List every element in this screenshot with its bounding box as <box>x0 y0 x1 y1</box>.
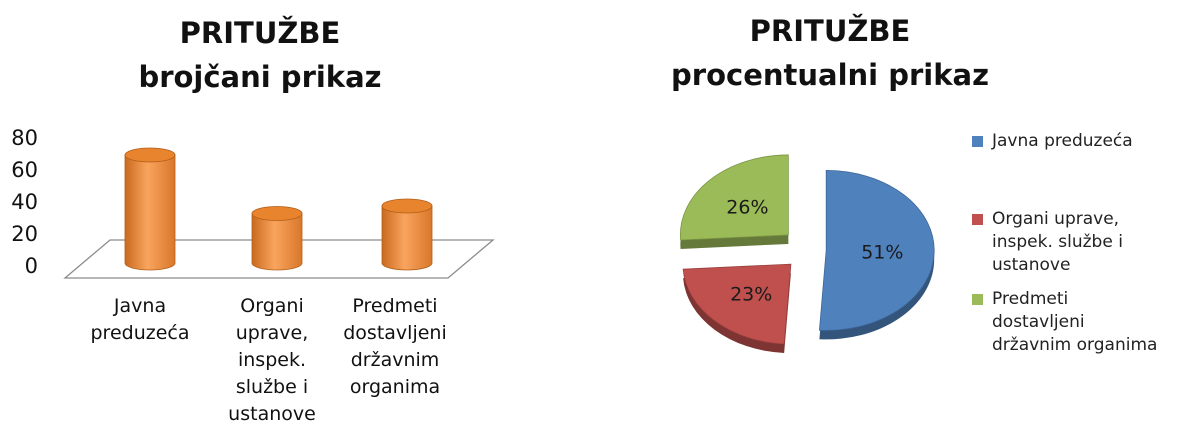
legend-swatch <box>972 294 983 305</box>
y-tick-label: 40 <box>11 190 38 214</box>
x-category-label: Organi uprave, inspek. službe i ustanove <box>207 293 337 428</box>
x-category-label-line: državnim <box>350 349 440 371</box>
legend-label-line: inspek. službe i <box>992 232 1123 252</box>
bar-top <box>381 198 433 214</box>
x-category-label-line: preduzeća <box>90 322 190 344</box>
bar-cylinder <box>124 147 176 271</box>
bar-chart: 80 60 40 20 0 <box>11 126 495 279</box>
legend-swatch <box>972 136 983 147</box>
x-category-label-line: službe i <box>235 376 309 398</box>
x-category-label-line: inspek. <box>237 349 306 371</box>
x-category-label-line: dostavljeni <box>343 322 447 344</box>
pie-chart: 51% 23% 26% <box>679 154 935 353</box>
legend-item: Predmeti dostavljeni državnim organima <box>972 288 1157 357</box>
bar-top <box>124 147 176 163</box>
legend-item: Javna preduzeća <box>972 130 1133 153</box>
bar-cylinder <box>251 206 303 271</box>
x-category-label: Javna preduzeća <box>75 293 205 347</box>
legend-swatch <box>972 214 983 225</box>
x-category-label-line: Javna <box>113 295 167 317</box>
legend-label-line: dostavljeni <box>992 312 1085 332</box>
bar-chart-title: PRITUŽBE brojčani prikaz <box>40 12 480 99</box>
x-category-label-line: Predmeti <box>352 295 438 317</box>
pie-title-line2: procentualni prikaz <box>671 57 989 92</box>
x-category-label-line: organima <box>349 376 441 398</box>
bar-cylinder <box>381 198 433 271</box>
legend-item: Organi uprave, inspek. službe i ustanove <box>972 208 1123 277</box>
y-tick-label: 0 <box>25 254 38 278</box>
legend-label-line: ustanove <box>992 255 1071 275</box>
y-tick-label: 20 <box>11 222 38 246</box>
pie-slice <box>679 154 789 249</box>
pie-percent-label: 26% <box>726 196 768 218</box>
x-category-label-line: ustanove <box>228 403 316 425</box>
bar-title-line1: PRITUŽBE <box>179 16 341 50</box>
pie-slice <box>818 169 935 340</box>
x-category-label-line: Organi <box>240 295 304 317</box>
legend-label-line: državnim organima <box>992 335 1158 355</box>
pie-chart-title: PRITUŽBE procentualni prikaz <box>640 10 1020 97</box>
x-category-label: Predmeti dostavljeni državnim organima <box>330 293 460 401</box>
pie-slice <box>682 263 792 353</box>
y-tick-label: 60 <box>11 158 38 182</box>
legend-label-line: Predmeti <box>992 289 1069 309</box>
pie-title-line1: PRITUŽBE <box>749 14 911 48</box>
pie-percent-label: 51% <box>861 242 903 264</box>
x-category-label-line: uprave, <box>235 322 309 344</box>
bar-title-line2: brojčani prikaz <box>138 59 382 94</box>
pie-percent-label: 23% <box>730 284 772 306</box>
legend-label-line: Javna preduzeća <box>992 131 1133 151</box>
legend-label-line: Organi uprave, <box>992 209 1120 229</box>
bar-top <box>251 206 303 221</box>
y-tick-label: 80 <box>11 126 38 150</box>
